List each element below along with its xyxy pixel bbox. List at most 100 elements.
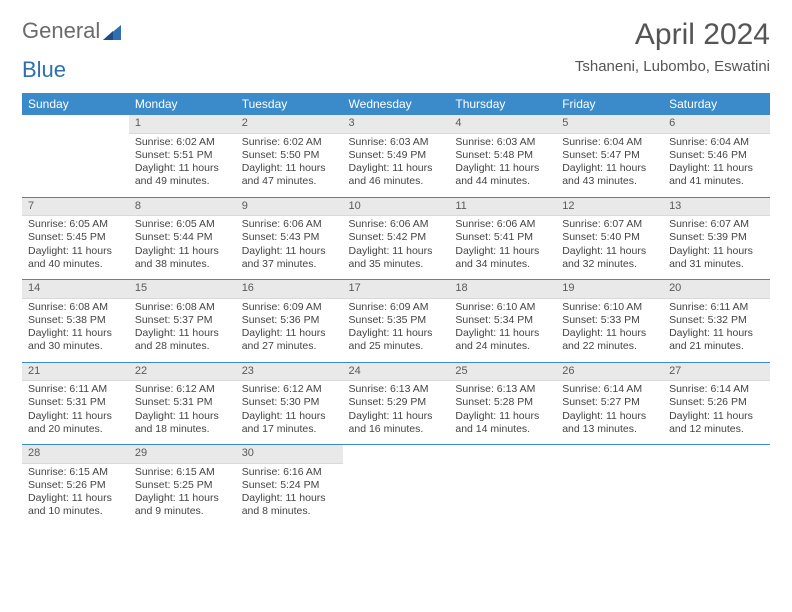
sunrise-text: Sunrise: 6:06 AM	[349, 218, 444, 231]
day-body: Sunrise: 6:03 AMSunset: 5:49 PMDaylight:…	[343, 134, 450, 193]
day-body: Sunrise: 6:06 AMSunset: 5:43 PMDaylight:…	[236, 216, 343, 275]
sunset-text: Sunset: 5:27 PM	[562, 396, 657, 409]
day-cell: 13Sunrise: 6:07 AMSunset: 5:39 PMDayligh…	[663, 198, 770, 280]
brand-part2: Blue	[22, 57, 66, 83]
daylight-text: Daylight: 11 hours and 25 minutes.	[349, 327, 444, 353]
sunrise-text: Sunrise: 6:10 AM	[562, 301, 657, 314]
day-cell: 9Sunrise: 6:06 AMSunset: 5:43 PMDaylight…	[236, 198, 343, 280]
day-body: Sunrise: 6:16 AMSunset: 5:24 PMDaylight:…	[236, 464, 343, 523]
daylight-text: Daylight: 11 hours and 28 minutes.	[135, 327, 230, 353]
daylight-text: Daylight: 11 hours and 49 minutes.	[135, 162, 230, 188]
location-subtitle: Tshaneni, Lubombo, Eswatini	[575, 58, 770, 75]
sunset-text: Sunset: 5:37 PM	[135, 314, 230, 327]
week-row: 21Sunrise: 6:11 AMSunset: 5:31 PMDayligh…	[22, 363, 770, 445]
day-number: 5	[556, 115, 663, 134]
day-body: Sunrise: 6:12 AMSunset: 5:30 PMDaylight:…	[236, 381, 343, 440]
daylight-text: Daylight: 11 hours and 10 minutes.	[28, 492, 123, 518]
day-cell: 11Sunrise: 6:06 AMSunset: 5:41 PMDayligh…	[449, 198, 556, 280]
day-body: Sunrise: 6:15 AMSunset: 5:26 PMDaylight:…	[22, 464, 129, 523]
sunrise-text: Sunrise: 6:09 AM	[242, 301, 337, 314]
day-cell: .	[663, 445, 770, 527]
day-body: Sunrise: 6:13 AMSunset: 5:29 PMDaylight:…	[343, 381, 450, 440]
sunrise-text: Sunrise: 6:10 AM	[455, 301, 550, 314]
day-cell: 15Sunrise: 6:08 AMSunset: 5:37 PMDayligh…	[129, 280, 236, 362]
sunset-text: Sunset: 5:32 PM	[669, 314, 764, 327]
calendar-table: Sunday Monday Tuesday Wednesday Thursday…	[22, 93, 770, 527]
sunset-text: Sunset: 5:45 PM	[28, 231, 123, 244]
day-number: 1	[129, 115, 236, 134]
day-body: Sunrise: 6:11 AMSunset: 5:31 PMDaylight:…	[22, 381, 129, 440]
day-cell: 4Sunrise: 6:03 AMSunset: 5:48 PMDaylight…	[449, 115, 556, 197]
sunset-text: Sunset: 5:36 PM	[242, 314, 337, 327]
daylight-text: Daylight: 11 hours and 34 minutes.	[455, 245, 550, 271]
week-row: .1Sunrise: 6:02 AMSunset: 5:51 PMDayligh…	[22, 115, 770, 197]
day-number: 21	[22, 363, 129, 382]
day-body: Sunrise: 6:03 AMSunset: 5:48 PMDaylight:…	[449, 134, 556, 193]
sunset-text: Sunset: 5:30 PM	[242, 396, 337, 409]
sunset-text: Sunset: 5:49 PM	[349, 149, 444, 162]
sunrise-text: Sunrise: 6:15 AM	[135, 466, 230, 479]
sunrise-text: Sunrise: 6:05 AM	[28, 218, 123, 231]
daylight-text: Daylight: 11 hours and 21 minutes.	[669, 327, 764, 353]
day-cell: 25Sunrise: 6:13 AMSunset: 5:28 PMDayligh…	[449, 363, 556, 445]
day-body: Sunrise: 6:10 AMSunset: 5:33 PMDaylight:…	[556, 299, 663, 358]
day-cell: 8Sunrise: 6:05 AMSunset: 5:44 PMDaylight…	[129, 198, 236, 280]
day-number: 27	[663, 363, 770, 382]
sunset-text: Sunset: 5:31 PM	[135, 396, 230, 409]
daylight-text: Daylight: 11 hours and 27 minutes.	[242, 327, 337, 353]
day-number: 10	[343, 198, 450, 217]
sunrise-text: Sunrise: 6:08 AM	[28, 301, 123, 314]
sunset-text: Sunset: 5:50 PM	[242, 149, 337, 162]
day-cell: .	[22, 115, 129, 197]
day-cell: 24Sunrise: 6:13 AMSunset: 5:29 PMDayligh…	[343, 363, 450, 445]
day-number: 24	[343, 363, 450, 382]
day-cell: 2Sunrise: 6:02 AMSunset: 5:50 PMDaylight…	[236, 115, 343, 197]
day-number: 28	[22, 445, 129, 464]
day-number: 12	[556, 198, 663, 217]
daylight-text: Daylight: 11 hours and 44 minutes.	[455, 162, 550, 188]
day-number: 26	[556, 363, 663, 382]
day-number: 3	[343, 115, 450, 134]
day-cell: 6Sunrise: 6:04 AMSunset: 5:46 PMDaylight…	[663, 115, 770, 197]
day-cell: 3Sunrise: 6:03 AMSunset: 5:49 PMDaylight…	[343, 115, 450, 197]
day-number: 9	[236, 198, 343, 217]
day-cell: 18Sunrise: 6:10 AMSunset: 5:34 PMDayligh…	[449, 280, 556, 362]
daylight-text: Daylight: 11 hours and 12 minutes.	[669, 410, 764, 436]
sunset-text: Sunset: 5:24 PM	[242, 479, 337, 492]
day-number: 7	[22, 198, 129, 217]
daylight-text: Daylight: 11 hours and 37 minutes.	[242, 245, 337, 271]
day-number: 29	[129, 445, 236, 464]
sunrise-text: Sunrise: 6:06 AM	[455, 218, 550, 231]
day-body: Sunrise: 6:08 AMSunset: 5:37 PMDaylight:…	[129, 299, 236, 358]
sunrise-text: Sunrise: 6:13 AM	[455, 383, 550, 396]
day-cell: 27Sunrise: 6:14 AMSunset: 5:26 PMDayligh…	[663, 363, 770, 445]
day-header-row: Sunday Monday Tuesday Wednesday Thursday…	[22, 93, 770, 115]
sunset-text: Sunset: 5:41 PM	[455, 231, 550, 244]
sunrise-text: Sunrise: 6:02 AM	[135, 136, 230, 149]
sunset-text: Sunset: 5:26 PM	[28, 479, 123, 492]
sunrise-text: Sunrise: 6:03 AM	[349, 136, 444, 149]
daylight-text: Daylight: 11 hours and 41 minutes.	[669, 162, 764, 188]
sunrise-text: Sunrise: 6:16 AM	[242, 466, 337, 479]
day-cell: 19Sunrise: 6:10 AMSunset: 5:33 PMDayligh…	[556, 280, 663, 362]
day-number: 18	[449, 280, 556, 299]
day-number: 19	[556, 280, 663, 299]
sunrise-text: Sunrise: 6:04 AM	[562, 136, 657, 149]
sunset-text: Sunset: 5:40 PM	[562, 231, 657, 244]
sunset-text: Sunset: 5:43 PM	[242, 231, 337, 244]
sunset-text: Sunset: 5:51 PM	[135, 149, 230, 162]
day-number: 17	[343, 280, 450, 299]
col-thu: Thursday	[449, 93, 556, 115]
daylight-text: Daylight: 11 hours and 43 minutes.	[562, 162, 657, 188]
daylight-text: Daylight: 11 hours and 38 minutes.	[135, 245, 230, 271]
day-body: Sunrise: 6:09 AMSunset: 5:35 PMDaylight:…	[343, 299, 450, 358]
day-number: 22	[129, 363, 236, 382]
daylight-text: Daylight: 11 hours and 47 minutes.	[242, 162, 337, 188]
day-number: 16	[236, 280, 343, 299]
col-sun: Sunday	[22, 93, 129, 115]
day-number: 14	[22, 280, 129, 299]
daylight-text: Daylight: 11 hours and 17 minutes.	[242, 410, 337, 436]
sunrise-text: Sunrise: 6:08 AM	[135, 301, 230, 314]
day-body: Sunrise: 6:14 AMSunset: 5:26 PMDaylight:…	[663, 381, 770, 440]
day-body: Sunrise: 6:04 AMSunset: 5:47 PMDaylight:…	[556, 134, 663, 193]
